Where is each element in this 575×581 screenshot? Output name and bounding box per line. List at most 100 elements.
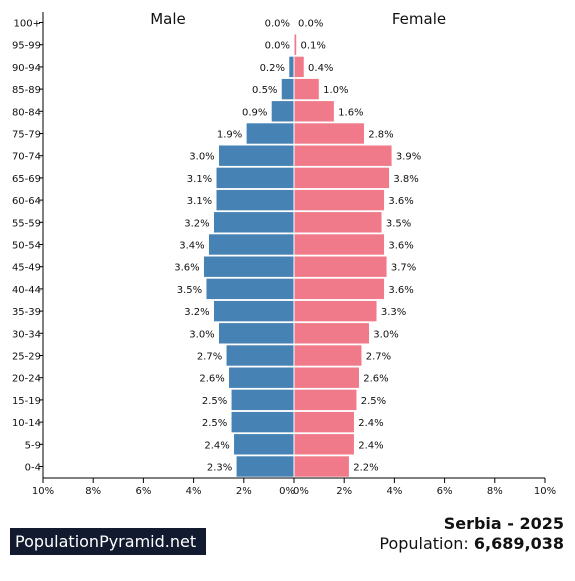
brand-text: PopulationPyramid.net [15,532,197,551]
legend-female: Female [392,10,446,28]
female-value-label: 0.1% [301,41,326,52]
male-value-label: 3.6% [174,263,199,274]
male-bar [208,233,295,256]
female-bar [293,233,385,256]
male-bar [235,455,295,478]
male-value-label: 0.9% [242,107,267,118]
x-tick-label: 10% [534,486,556,497]
male-value-label: 2.5% [202,418,227,429]
male-value-label: 0.2% [260,63,285,74]
female-value-label: 3.5% [386,218,411,229]
age-group-label: 95-99 [12,41,41,52]
female-bar [293,455,350,478]
age-group-label: 100+ [14,19,41,30]
age-group-label: 60-64 [12,196,41,207]
age-group-label: 80-84 [12,107,41,118]
male-bar [218,144,295,167]
chart-title: Serbia - 2025 [443,514,564,533]
male-value-label: 3.2% [184,307,209,318]
age-group-label: 55-59 [12,218,41,229]
female-bar [293,100,335,123]
female-bar [293,78,320,100]
female-bar [293,433,355,456]
age-group-label: 85-89 [12,85,41,96]
male-value-label: 2.7% [197,352,222,363]
population-line: Population: 6,689,038 [379,534,564,553]
age-group-label: 50-54 [12,241,41,252]
male-value-label: 0.5% [252,85,277,96]
male-bar [203,255,295,278]
female-value-label: 3.9% [396,152,421,163]
male-bar [230,389,295,411]
female-value-label: 2.7% [366,352,391,363]
x-tick-label: 2% [236,486,252,497]
male-bar [271,100,295,123]
x-tick-label: 4% [186,486,202,497]
female-value-label: 3.6% [388,196,413,207]
female-value-label: 2.8% [368,130,393,141]
female-bar [293,167,390,189]
age-group-label: 75-79 [12,130,41,141]
female-bar [293,189,385,211]
male-bar [225,344,295,367]
age-group-label: 45-49 [12,263,41,274]
male-bar [215,189,295,211]
legend-male: Male [150,10,186,28]
male-value-label: 2.3% [207,463,232,474]
female-bar [293,211,383,234]
x-tick-label: 8% [487,486,503,497]
female-value-label: 3.0% [373,329,398,340]
female-bar [293,144,393,167]
age-group-label: 70-74 [12,152,41,163]
population-value: 6,689,038 [473,534,564,553]
male-value-label: 2.4% [204,440,229,451]
age-group-label: 40-44 [12,285,41,296]
male-value-label: 2.6% [199,374,224,385]
age-group-label: 25-29 [12,352,41,363]
male-value-label: 3.5% [177,285,202,296]
age-group-label: 35-39 [12,307,41,318]
population-pyramid-chart: Male Female 100+ 0.0% 0.0% 95-99 0.0% 0.1% 90-94… [12,10,556,497]
female-value-label: 0.0% [298,19,323,30]
male-bar [230,411,295,433]
age-group-label: 90-94 [12,63,41,74]
female-bar [293,389,358,411]
x-tick-label: 2% [336,486,352,497]
female-bar [293,322,370,345]
brand-logo[interactable]: PopulationPyramid.net [10,528,206,555]
x-tick-label: 8% [85,486,101,497]
x-tick-label: 6% [135,486,151,497]
male-bar [228,366,295,389]
age-group-label: 65-69 [12,174,41,185]
female-value-label: 2.2% [353,463,378,474]
female-bar [293,278,385,300]
female-bar [293,255,388,278]
female-value-label: 3.6% [388,285,413,296]
x-tick-label: 0% [279,486,295,497]
male-value-label: 3.0% [189,152,214,163]
male-value-label: 3.1% [187,174,212,185]
female-value-label: 3.6% [388,241,413,252]
age-group-label: 10-14 [12,418,41,429]
x-tick-label: 10% [32,486,54,497]
female-value-label: 1.6% [338,107,363,118]
male-value-label: 3.4% [179,241,204,252]
age-group-label: 0-4 [25,463,41,474]
male-bar [213,300,295,322]
female-value-label: 3.3% [381,307,406,318]
female-bar [293,366,360,389]
population-label: Population: [379,534,469,553]
male-bar [215,167,295,189]
male-value-label: 1.9% [217,130,242,141]
female-bar [293,344,363,367]
female-value-label: 3.8% [393,174,418,185]
male-bar [233,433,295,456]
male-value-label: 0.0% [265,41,290,52]
female-value-label: 2.5% [361,396,386,407]
x-tick-label: 0% [293,486,309,497]
male-bar [205,278,295,300]
male-value-label: 3.2% [184,218,209,229]
male-value-label: 3.0% [189,329,214,340]
male-bar [218,322,295,345]
x-tick-label: 6% [437,486,453,497]
